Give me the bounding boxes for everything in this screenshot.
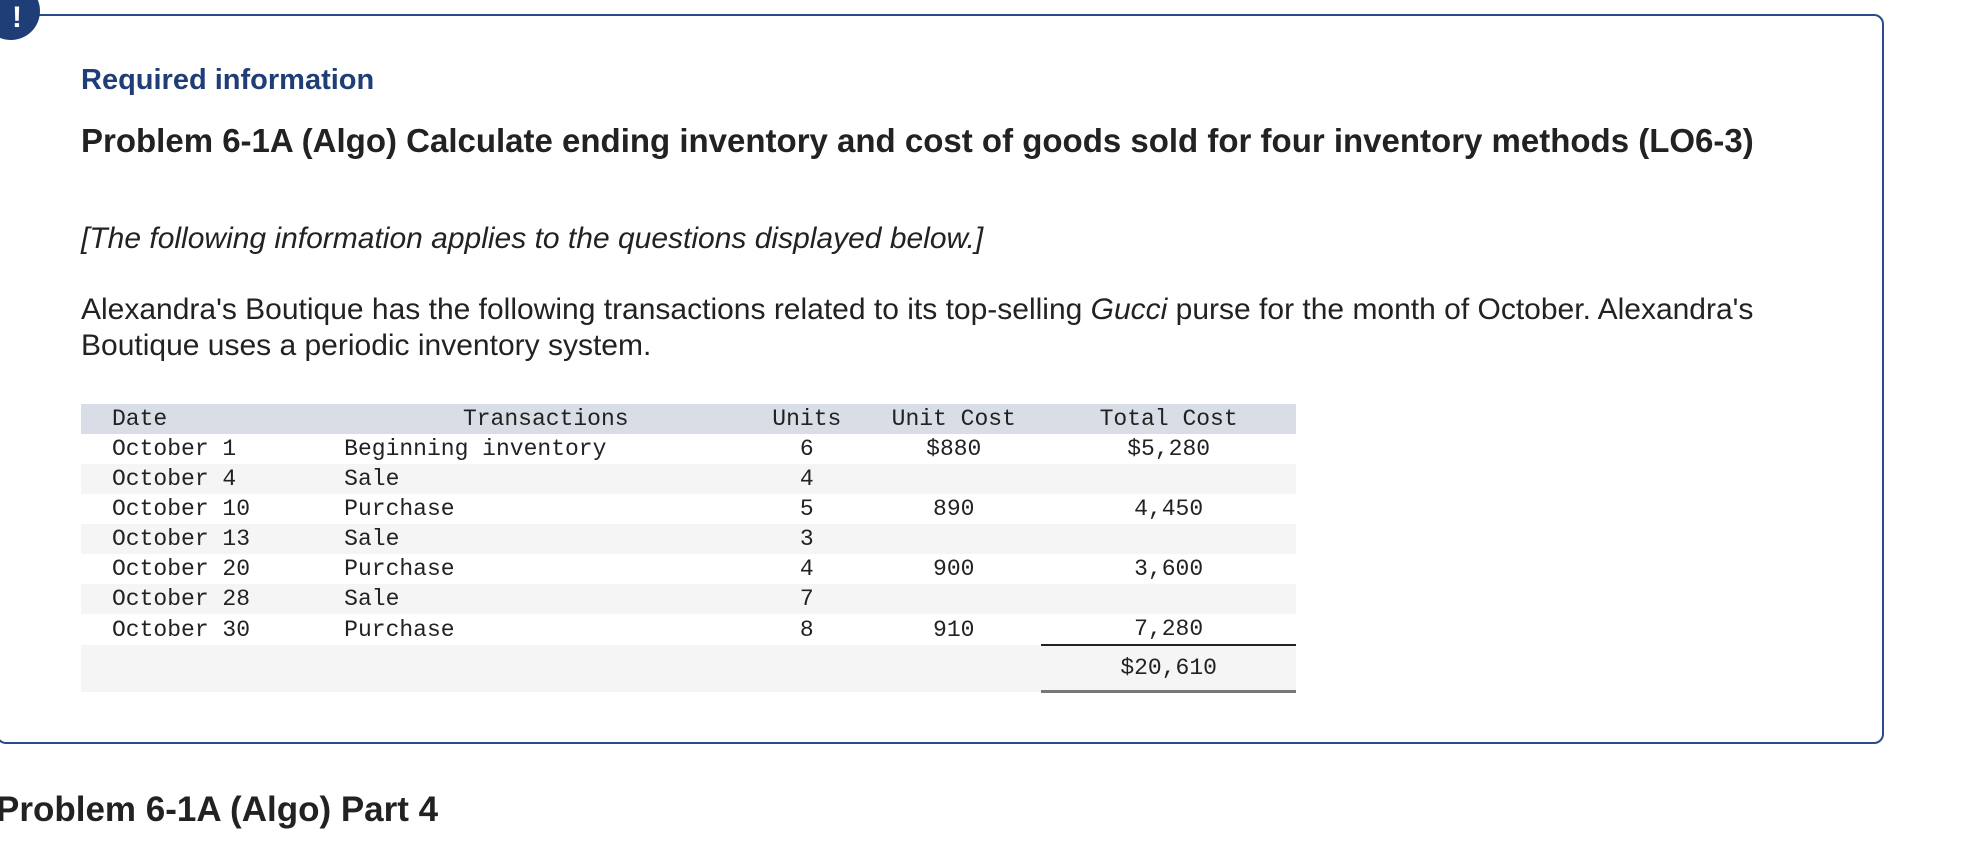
table-row: October 1 Beginning inventory 6 $880 $5,… <box>81 434 1296 464</box>
cell-unit-cost: 910 <box>933 616 975 643</box>
cell-unit-cost <box>866 584 1041 614</box>
table-row: October 28 Sale 7 <box>81 584 1296 614</box>
cell-total-cost: 3,600 <box>1134 556 1204 582</box>
cell-total-cost: 7,280 <box>1041 614 1296 646</box>
cell-date: October 28 <box>112 586 251 612</box>
problem-title: Problem 6-1A (Algo) Calculate ending inv… <box>81 122 1754 159</box>
description-text-2: purse for the month of October. Alexandr… <box>81 293 1754 362</box>
alert-icon: ! <box>0 0 40 40</box>
col-header-units: Units <box>772 406 842 432</box>
description-italic-brand: Gucci <box>1090 293 1168 326</box>
cell-date: October 4 <box>112 466 237 492</box>
cell-date: October 20 <box>112 556 251 582</box>
col-header-transactions: Transactions <box>462 406 629 432</box>
cell-transaction: Purchase <box>344 556 455 582</box>
cell-total-cost: $5,280 <box>1127 436 1211 462</box>
problem-description: Alexandra's Boutique has the following t… <box>81 292 1821 364</box>
cell-empty <box>747 645 867 692</box>
cell-transaction: Sale <box>344 466 400 492</box>
cell-units: 4 <box>799 466 814 492</box>
cell-date: October 1 <box>112 436 237 462</box>
cell-units: 6 <box>799 436 814 462</box>
cell-unit-cost <box>866 464 1041 494</box>
col-header-date: Date <box>112 406 168 432</box>
cell-empty <box>344 645 748 692</box>
transactions-table: Date Transactions Units Unit Cost Total … <box>81 404 1296 693</box>
table-row: October 20 Purchase 4 900 3,600 <box>81 554 1296 584</box>
table-row: October 10 Purchase 5 890 4,450 <box>81 494 1296 524</box>
part-title: Problem 6-1A (Algo) Part 4 <box>0 790 439 829</box>
cell-transaction: Beginning inventory <box>344 436 607 462</box>
cell-empty <box>81 645 345 692</box>
table-row: October 13 Sale 3 <box>81 524 1296 554</box>
cell-unit-cost <box>866 524 1041 554</box>
cell-date: October 30 <box>112 616 251 643</box>
required-information-panel <box>0 14 1884 744</box>
table-header-row: Date Transactions Units Unit Cost Total … <box>81 404 1296 434</box>
cell-total-cost <box>1041 524 1296 554</box>
grand-total-value: $20,610 <box>1041 645 1296 693</box>
cell-transaction: Purchase <box>344 496 455 522</box>
cell-total-cost <box>1041 464 1296 494</box>
cell-transaction: Purchase <box>344 616 455 643</box>
cell-units: 3 <box>799 526 814 552</box>
cell-total-cost <box>1041 584 1296 614</box>
cell-transaction: Sale <box>344 586 400 612</box>
cell-unit-cost: 900 <box>933 556 975 582</box>
cell-empty <box>866 645 1042 692</box>
info-note: [The following information applies to th… <box>81 222 984 255</box>
description-text-1: Alexandra's Boutique has the following t… <box>81 293 1091 326</box>
cell-date: October 10 <box>112 496 251 522</box>
cell-unit-cost: 890 <box>933 496 975 522</box>
cell-units: 4 <box>799 556 814 582</box>
cell-units: 7 <box>799 586 814 612</box>
cell-units: 8 <box>799 616 814 643</box>
col-header-total-cost: Total Cost <box>1099 406 1238 432</box>
col-header-unit-cost: Unit Cost <box>891 406 1016 432</box>
cell-date: October 13 <box>112 526 251 552</box>
cell-total-cost: 4,450 <box>1134 496 1204 522</box>
cell-unit-cost: $880 <box>926 436 982 462</box>
cell-transaction: Sale <box>344 526 400 552</box>
table-row: October 30 Purchase 8 910 7,280 <box>81 614 1296 646</box>
cell-units: 5 <box>799 496 814 522</box>
grand-total-row: $20,610 <box>81 645 1296 693</box>
table-row: October 4 Sale 4 <box>81 464 1296 494</box>
required-info-heading: Required information <box>81 64 375 96</box>
